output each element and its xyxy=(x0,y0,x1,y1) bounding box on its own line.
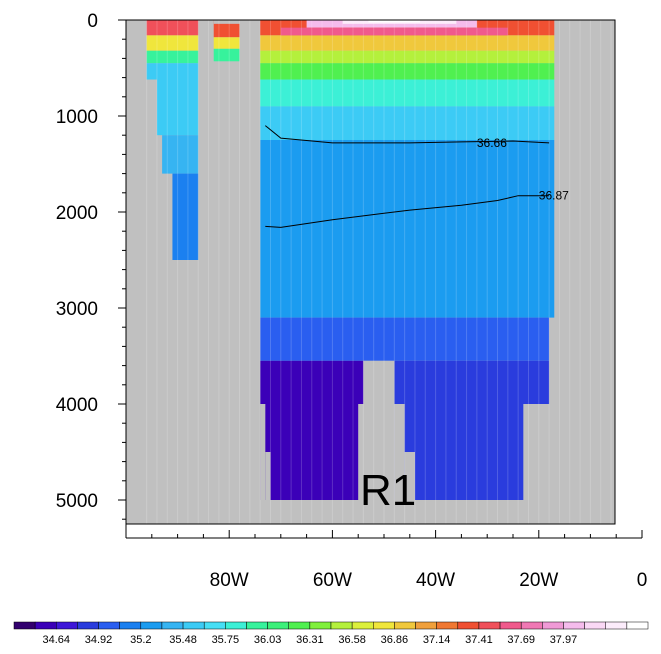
colorbar-label: 36.03 xyxy=(254,634,282,646)
colorbar: 34.64 34.92 35.2 35.48 35.75 36.03 36.31 36.58 3… xyxy=(13,621,649,646)
data-cell xyxy=(280,27,508,36)
colorbar-swatch xyxy=(13,621,36,630)
colorbar-swatch xyxy=(246,621,268,630)
data-cell xyxy=(260,106,555,140)
colorbar-label: 36.31 xyxy=(296,634,324,646)
colorbar-swatch xyxy=(415,621,437,630)
x-tick-label: 20W xyxy=(519,570,558,591)
colorbar-swatch xyxy=(182,621,205,630)
colorbar-swatch xyxy=(288,621,311,630)
contour-label: 36.66 xyxy=(477,136,507,150)
land-cutout xyxy=(265,452,271,520)
colorbar-swatch xyxy=(499,621,522,630)
contour-label: 36.87 xyxy=(539,189,569,203)
colorbar-label: 36.58 xyxy=(338,634,366,646)
data-cell xyxy=(260,140,555,318)
colorbar-label: 35.75 xyxy=(212,634,240,646)
colorbar-swatch xyxy=(140,621,163,630)
colorbar-swatch xyxy=(56,621,78,630)
data-cell xyxy=(146,20,199,36)
colorbar-swatch xyxy=(373,621,395,630)
colorbar-swatch xyxy=(542,621,564,630)
x-tick-label: 0 xyxy=(637,570,648,591)
contour-line xyxy=(265,195,550,228)
y-tick-label: 4000 xyxy=(56,395,98,416)
x-tick-label: 60W xyxy=(313,570,352,591)
data-cell xyxy=(213,37,240,49)
data-cell xyxy=(146,63,157,80)
colorbar-swatch xyxy=(584,621,606,630)
x-tick-label: 40W xyxy=(416,570,455,591)
contour-line xyxy=(264,125,550,144)
land-cutout xyxy=(394,404,405,520)
land-cutout xyxy=(213,20,240,24)
grid-lines xyxy=(146,20,612,524)
data-cell xyxy=(146,50,199,64)
data-cell xyxy=(156,63,199,136)
panel-label: R1 xyxy=(360,466,416,515)
contour-lines: 36.66 36.87 xyxy=(264,125,569,228)
axes: 0 1000 2000 3000 4000 5000 80W 60W 40W 20W 0 xyxy=(56,11,648,591)
colorbar-swatch xyxy=(98,621,120,630)
land-cutout xyxy=(249,125,261,520)
colorbar-label: 35.2 xyxy=(130,634,151,646)
y-tick-label: 5000 xyxy=(56,491,98,512)
colorbar-swatch xyxy=(225,621,247,630)
colorbar-label: 34.64 xyxy=(43,634,71,646)
colorbar-label: 37.97 xyxy=(550,634,578,646)
colorbar-swatch xyxy=(351,621,374,630)
data-cell xyxy=(172,173,199,260)
colorbar-swatch xyxy=(267,621,289,630)
data-cell xyxy=(260,79,555,107)
colorbar-label: 34.92 xyxy=(85,634,113,646)
colorbar-swatch xyxy=(436,621,459,630)
colorbar-swatch xyxy=(119,621,142,630)
data-cell xyxy=(394,404,524,500)
y-tick-label: 0 xyxy=(87,11,98,32)
data-cell xyxy=(260,317,550,361)
data-cell xyxy=(162,135,199,174)
colorbar-label: 37.41 xyxy=(465,634,493,646)
colorbar-label: 36.86 xyxy=(381,634,409,646)
data-cell xyxy=(368,20,421,23)
data-cell xyxy=(260,50,555,64)
y-tick-label: 2000 xyxy=(56,203,98,224)
data-cell xyxy=(213,48,240,62)
colorbar-swatch xyxy=(203,621,226,630)
land-cutouts xyxy=(213,20,415,520)
colorbar-swatch xyxy=(161,621,184,630)
data-cell xyxy=(394,360,550,404)
colorbar-swatch xyxy=(330,621,353,630)
colorbar-swatch xyxy=(478,621,501,630)
colorbar-swatch xyxy=(34,621,57,630)
colorbar-swatch xyxy=(605,621,628,630)
data-cell xyxy=(260,63,555,80)
land-cutout xyxy=(363,360,395,520)
data-cell xyxy=(213,20,240,38)
y-tick-label: 1000 xyxy=(56,107,98,128)
colorbar-swatch xyxy=(563,621,585,630)
colorbar-swatch xyxy=(457,621,480,630)
colorbar-label: 35.48 xyxy=(169,634,197,646)
land-cutout xyxy=(404,452,415,520)
data-cells xyxy=(146,20,555,500)
colorbar-label: 37.69 xyxy=(507,634,535,646)
x-tick-label: 80W xyxy=(210,570,249,591)
data-cell xyxy=(260,360,364,500)
data-cell xyxy=(146,35,199,51)
colorbar-swatch xyxy=(394,621,416,630)
data-cell xyxy=(260,35,555,51)
colorbar-swatch xyxy=(626,621,649,630)
colorbar-swatch xyxy=(77,621,99,630)
colorbar-swatch xyxy=(520,621,543,630)
colorbar-label: 37.14 xyxy=(423,634,451,646)
land-cutout xyxy=(260,404,266,520)
y-tick-label: 3000 xyxy=(56,299,98,320)
colorbar-swatch xyxy=(309,621,332,630)
